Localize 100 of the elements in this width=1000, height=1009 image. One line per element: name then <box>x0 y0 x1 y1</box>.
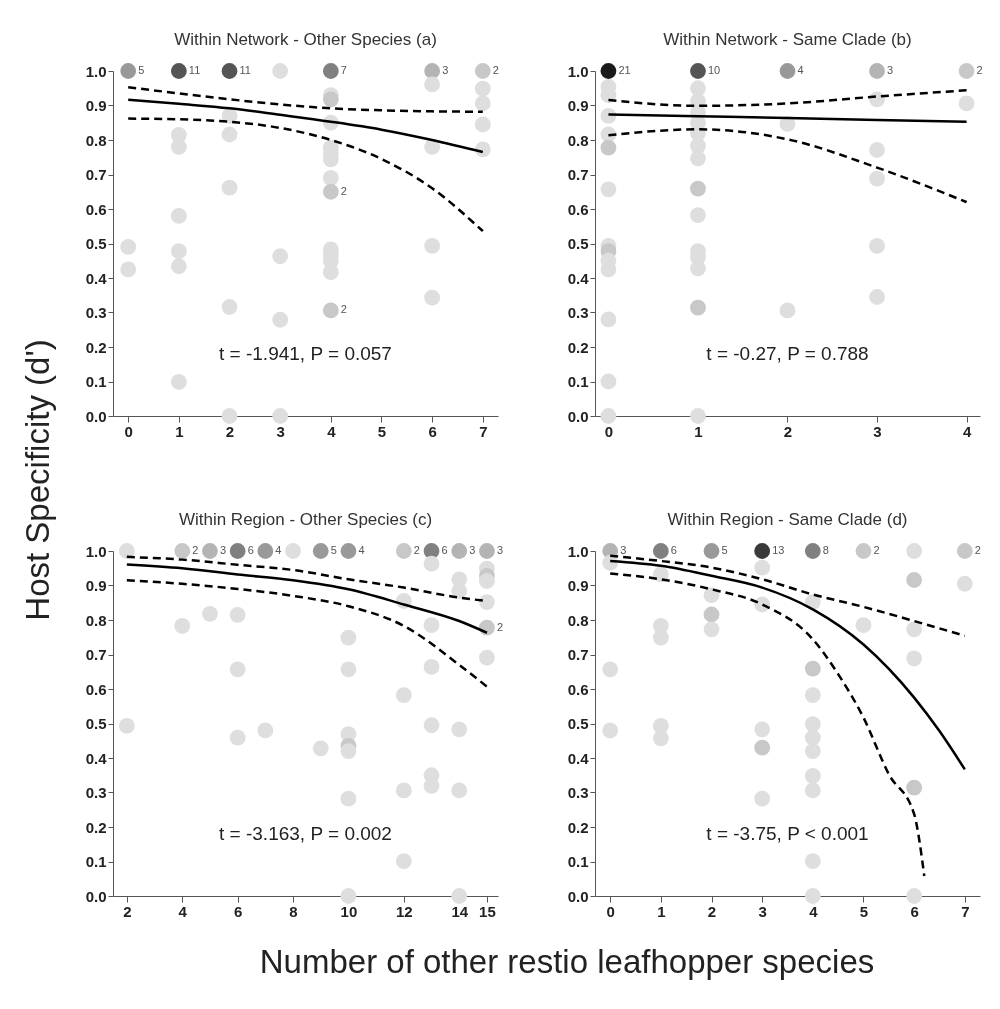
annotation: 3 <box>887 64 894 76</box>
annotation: 7 <box>340 64 347 76</box>
y-tick-label: 0.7 <box>567 166 589 183</box>
annotation: t = -3.163, P = 0.002 <box>219 822 392 844</box>
y-tick-label: 0.3 <box>567 304 589 321</box>
x-tick-label: 5 <box>377 422 387 440</box>
annotation: 4 <box>275 544 282 556</box>
x-tick-label: 7 <box>961 902 970 920</box>
x-tick-label: 6 <box>233 902 243 920</box>
annotation: 2 <box>192 544 199 556</box>
chart-title: Within Network - Other Species (a) <box>174 30 437 50</box>
annotation: 3 <box>469 544 476 556</box>
x-tick-label: 0 <box>604 422 614 440</box>
annotation: t = -3.75, P < 0.001 <box>706 822 869 844</box>
y-tick-label: 0.3 <box>85 304 107 321</box>
x-tick-label: 2 <box>123 902 132 920</box>
x-tick-label: 12 <box>395 902 413 920</box>
x-tick-label: 5 <box>859 902 869 920</box>
x-tick-label: 6 <box>910 902 919 920</box>
y-tick-label: 0.9 <box>85 577 107 594</box>
x-tick-label: 6 <box>428 422 437 440</box>
annotation: 21 <box>618 64 631 76</box>
x-tick-label: 4 <box>327 422 337 440</box>
x-tick-label: 0 <box>606 902 615 920</box>
y-tick-label: 0.7 <box>567 646 589 663</box>
annotation: 2 <box>976 64 983 76</box>
x-tick-label: 3 <box>276 422 285 440</box>
x-tick-label: 2 <box>783 422 793 440</box>
x-tick-label: 3 <box>873 422 882 440</box>
x-axis-title: Number of other restio leafhopper species <box>259 943 875 981</box>
annotation: 6 <box>247 544 254 556</box>
x-tick-label: 3 <box>758 902 767 920</box>
annotation: 5 <box>330 544 337 556</box>
y-tick-label: 0.5 <box>85 715 107 732</box>
x-tick-label: 4 <box>809 902 819 920</box>
y-tick-label: 0.6 <box>567 200 589 218</box>
y-tick-label: 0.7 <box>85 166 107 183</box>
y-tick-label: 1.0 <box>567 62 589 80</box>
y-tick-label: 0.1 <box>567 373 589 390</box>
x-tick-label: 14 <box>451 902 469 920</box>
y-tick-label: 0.0 <box>567 407 589 425</box>
y-tick-label: 0.4 <box>567 269 590 287</box>
y-tick-label: 0.1 <box>567 853 589 870</box>
y-tick-label: 1.0 <box>567 542 589 560</box>
y-tick-label: 0.2 <box>567 338 589 356</box>
x-tick-label: 2 <box>707 902 717 920</box>
y-tick-label: 0.0 <box>85 887 107 905</box>
annotation: 2 <box>974 544 981 556</box>
annotation: 8 <box>822 544 829 556</box>
y-tick-label: 0.5 <box>85 235 107 252</box>
annotation: 2 <box>873 544 880 556</box>
x-tick-label: 4 <box>962 422 972 440</box>
y-tick-label: 0.2 <box>85 818 107 836</box>
annotation: 4 <box>358 544 365 556</box>
y-tick-label: 0.0 <box>85 407 107 425</box>
y-tick-label: 1.0 <box>85 542 107 560</box>
y-tick-label: 0.7 <box>85 646 107 663</box>
x-tick-label: 1 <box>175 422 184 440</box>
y-tick-label: 0.6 <box>567 680 589 698</box>
annotation: 11 <box>239 64 251 76</box>
y-tick-label: 0.9 <box>85 97 107 114</box>
annotation: 4 <box>797 64 804 76</box>
y-tick-label: 0.5 <box>567 715 589 732</box>
y-axis-title: Host Specificity (d') <box>19 339 57 621</box>
y-tick-label: 0.8 <box>85 131 107 149</box>
annotation: 3 <box>442 64 449 76</box>
x-tick-label: 2 <box>225 422 235 440</box>
annotation: 2 <box>340 303 347 316</box>
y-tick-label: 0.1 <box>85 853 107 870</box>
y-tick-label: 0.0 <box>567 887 589 905</box>
annotation: 13 <box>772 544 785 556</box>
annotation: 2 <box>413 544 420 556</box>
annotation: 3 <box>496 544 504 556</box>
x-tick-label: 0 <box>124 422 133 440</box>
annotation: 5 <box>721 544 728 556</box>
x-tick-label: 1 <box>694 422 703 440</box>
annotation: 10 <box>707 64 721 76</box>
annotation: 6 <box>670 544 677 556</box>
chart-title: Within Region - Other Species (c) <box>178 510 433 530</box>
annotation: 3 <box>620 544 627 556</box>
annotation: 6 <box>441 544 448 556</box>
annotation: 2 <box>340 184 347 197</box>
annotation: 2 <box>492 64 499 76</box>
y-tick-label: 0.6 <box>85 680 107 698</box>
annotation: 3 <box>219 544 227 556</box>
y-tick-label: 0.2 <box>85 338 107 356</box>
y-tick-label: 0.5 <box>567 235 589 252</box>
x-tick-label: 4 <box>178 902 188 920</box>
y-tick-label: 0.1 <box>85 373 107 390</box>
y-tick-label: 0.4 <box>85 749 108 767</box>
x-tick-label: 7 <box>479 422 488 440</box>
y-tick-label: 0.3 <box>567 784 589 801</box>
annotation: t = -1.941, P = 0.057 <box>219 342 392 364</box>
y-tick-label: 0.4 <box>85 269 108 287</box>
x-tick-label: 8 <box>289 902 298 920</box>
x-tick-label: 10 <box>340 902 358 920</box>
annotation: 2 <box>496 620 504 633</box>
y-tick-label: 0.8 <box>567 131 589 149</box>
annotation: 5 <box>138 64 145 76</box>
y-tick-label: 0.6 <box>85 200 107 218</box>
